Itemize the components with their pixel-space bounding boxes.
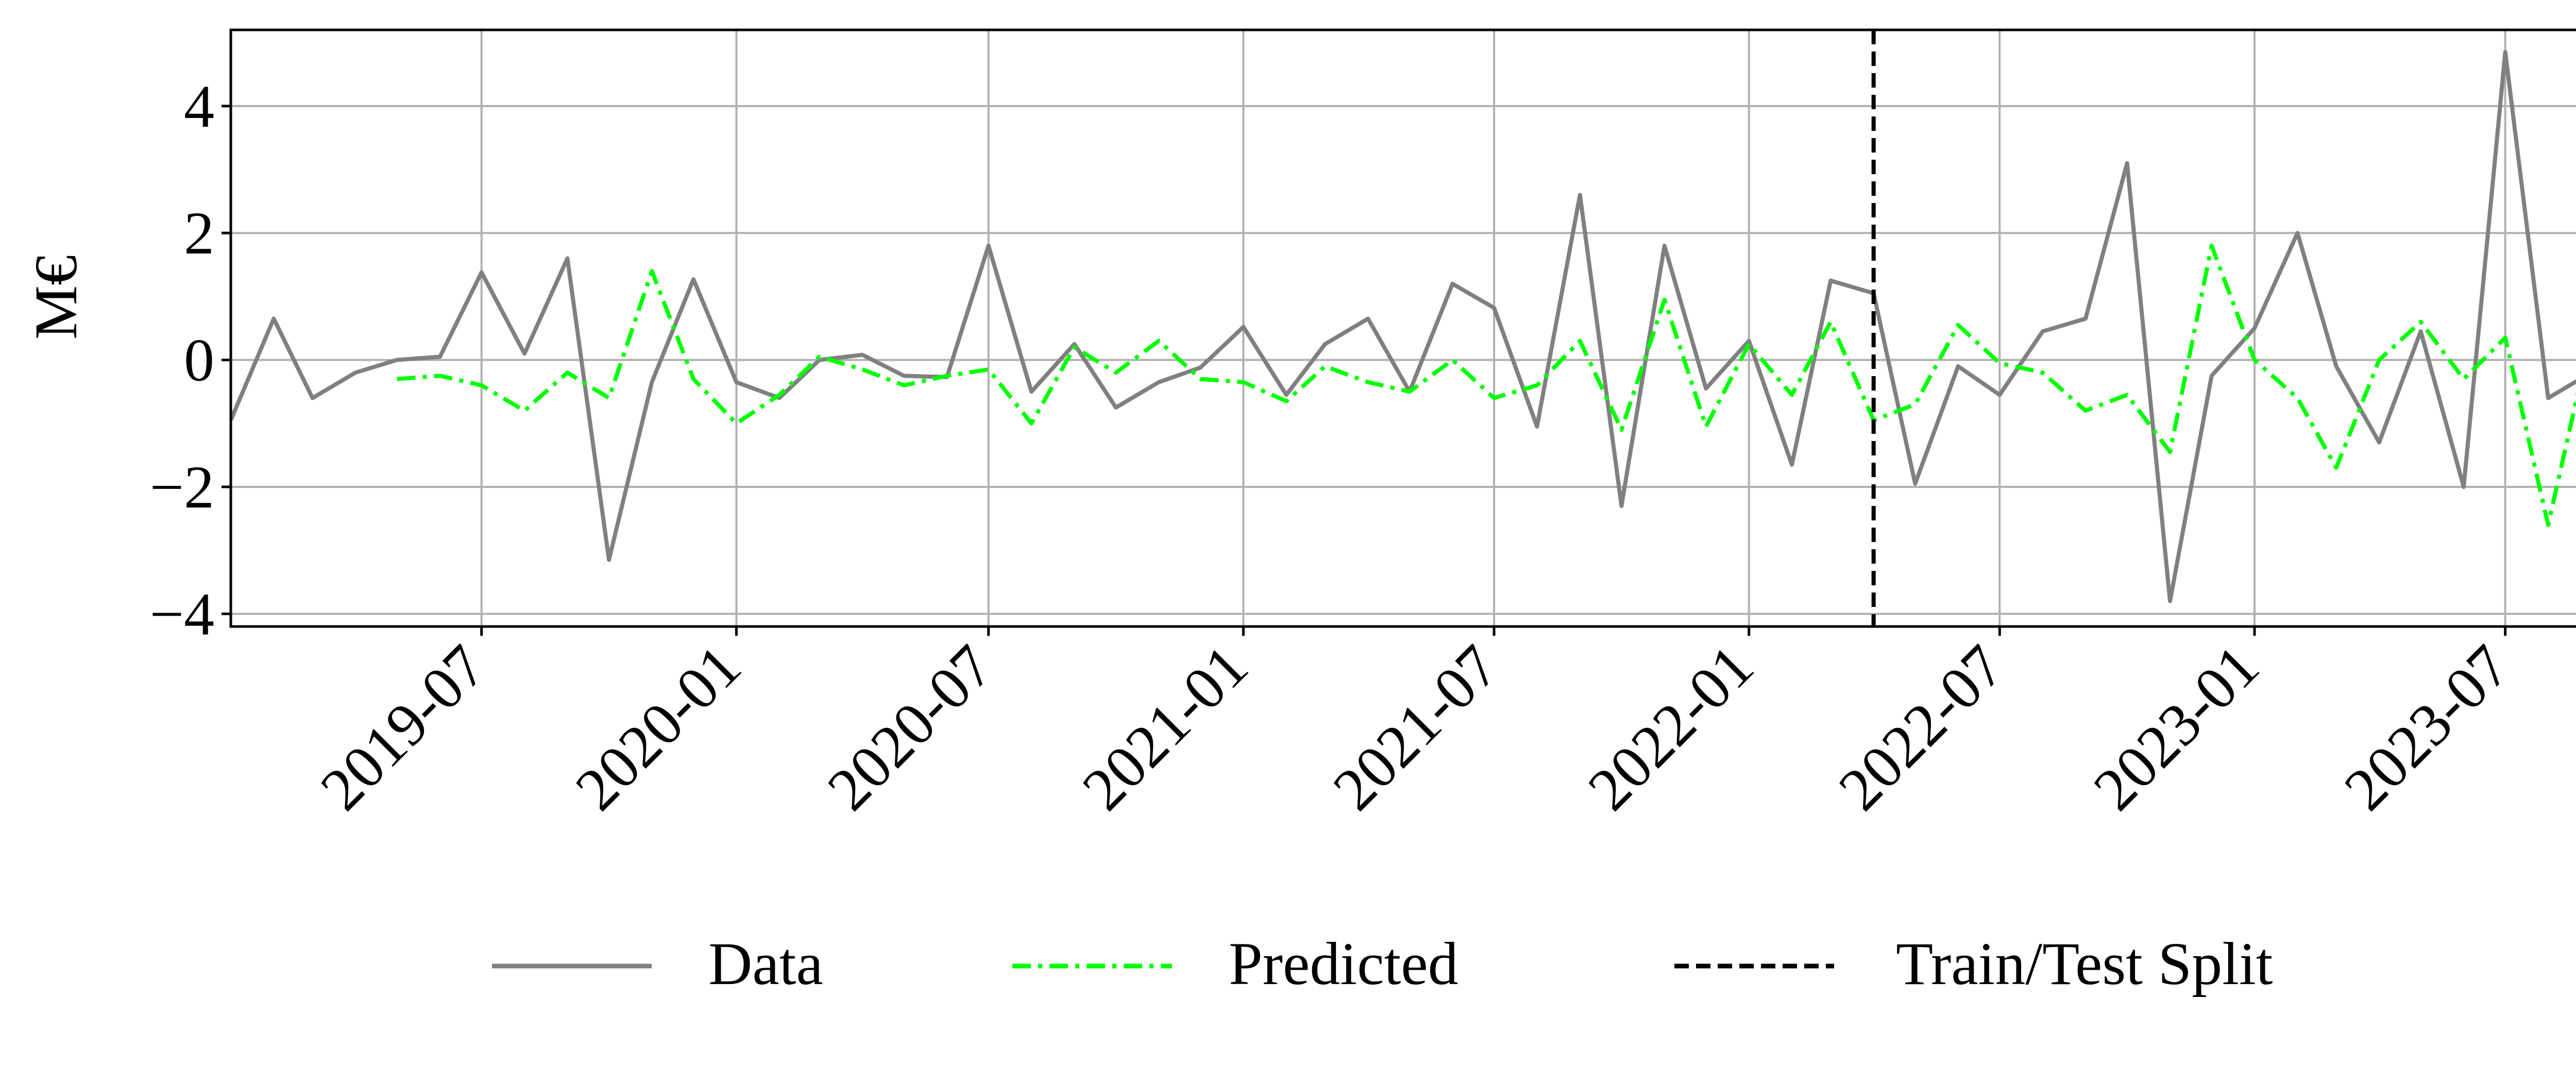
y-axis-label: M€: [22, 255, 90, 340]
x-tick-label: 2022-01: [1575, 632, 1766, 823]
x-tick-label: 2019-07: [308, 632, 499, 823]
x-axis-ticks: 2019-07 2020-01 2020-07 2021-01 2021-07 2022-…: [308, 627, 2522, 823]
legend: Data Predicted Train/Test Split: [492, 930, 2273, 997]
x-tick-label: 2021-07: [1320, 632, 1512, 823]
x-tick-label: 2020-01: [563, 632, 754, 823]
legend-predicted-label: Predicted: [1229, 930, 1459, 997]
legend-split-label: Train/Test Split: [1896, 930, 2273, 997]
y-axis-ticks: −4 −2 0 2 4: [149, 73, 231, 648]
x-tick-label: 2023-01: [2081, 632, 2272, 823]
series-predicted-line: [397, 243, 2576, 527]
legend-data-label: Data: [708, 930, 823, 997]
grid-lines: [231, 30, 2576, 627]
y-tick-label: −4: [149, 580, 214, 648]
x-tick-label: 2022-07: [1826, 632, 2017, 823]
x-tick-label: 2023-07: [2331, 632, 2522, 823]
series-lines: [229, 50, 2576, 603]
x-tick-label: 2020-07: [815, 632, 1006, 823]
y-tick-label: −2: [149, 453, 214, 521]
plot-frame: [229, 28, 2576, 628]
y-tick-label: 2: [184, 199, 214, 267]
y-tick-label: 0: [184, 327, 214, 394]
y-tick-label: 4: [184, 73, 214, 140]
series-data-line: [229, 50, 2576, 603]
x-tick-label: 2021-01: [1070, 632, 1261, 823]
